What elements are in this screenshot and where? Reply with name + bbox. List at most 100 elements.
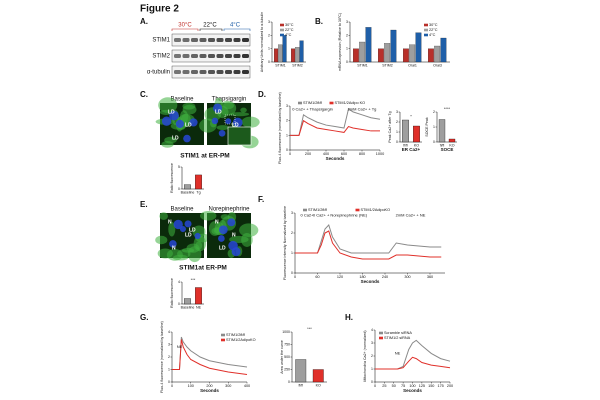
x-tick-label: Baseline [181,190,195,194]
nucleus [194,232,201,240]
y-tick-label: 0 [178,302,180,306]
blot-band [174,38,181,42]
y-tick-label: 3 [346,20,348,24]
x-tick-label: fl/fl [440,143,445,147]
x-axis-label: Seconds [361,279,380,284]
y-tick-label: 250 [284,367,290,371]
bar [438,119,446,143]
x-axis-label: ER Ca2+ [402,147,421,152]
y-tick-label: 3 [291,211,293,215]
y-tick-label: 0 [268,60,270,64]
annotation: 0 Ca2+ + Norepinephrine (NE) [313,212,368,217]
bar [365,27,372,63]
x-tick-label: fl/fl [403,143,408,147]
y-tick-label: 0 [346,60,348,64]
cell-signal [222,102,234,110]
x-tick-label: 175 [437,384,443,388]
x-tick-label: STIM2 [292,63,303,67]
legend-label: 22°C [429,28,438,32]
x-tick-label: STIM1 [357,63,368,67]
line-series [375,356,451,370]
cell-signal [168,221,176,237]
legend-swatch [355,208,360,212]
bar [409,44,416,63]
y-tick-label: 3 [286,104,288,108]
legend-swatch [379,331,383,335]
cell-signal [159,109,173,115]
y-tick-label: 1 [286,133,288,137]
bar [359,41,366,63]
x-tick-label: 25 [382,384,386,388]
y-tick-label: 2 [396,120,398,124]
legend-swatch [221,333,225,337]
cell-signal [159,212,168,220]
y-axis-label: mRNA expression (Relative to 30°C) [338,13,342,71]
annotation: NE [177,344,183,349]
nucleus [175,119,184,128]
x-tick-label: KO [449,143,454,147]
line-series [290,119,380,136]
legend-swatch [280,33,284,37]
x-tick-label: 0 [294,275,296,279]
nucleus [189,118,198,127]
legend-label: 4°C [429,33,436,37]
annotation: *** [307,326,312,331]
x-tick-label: KO [414,143,419,147]
x-tick-label: Orai1 [408,63,417,67]
x-tick-label: NE [196,305,202,309]
blot-band [216,54,224,58]
x-tick-label: STIM2 [382,63,393,67]
annotation: * [410,114,412,119]
temperature: 22°C [203,23,217,29]
cell-signal [157,248,173,259]
y-tick-label: 1 [433,125,435,129]
x-tick-label: 125 [419,384,425,388]
legend-swatch [280,23,284,27]
y-tick-label: 3 [396,110,398,114]
annotation: 2mM Ca2+ + NE [396,212,426,217]
bar [353,48,359,63]
nucleus [218,235,225,242]
blot-band [225,54,232,58]
legend-label: 22°C [285,28,294,32]
panel-label: A. [140,17,148,26]
cell-signal [200,210,217,221]
blot-row-label: STIM2 [152,54,170,60]
x-tick-label: fl/fl [298,383,303,387]
image-mark: N [168,219,172,225]
legend-label: 4°C [285,33,292,37]
y-tick-label: 3 [268,20,270,24]
y-tick-label: 2 [346,33,348,37]
panel-label: G. [140,313,148,322]
y-tick-label: 0 [396,140,398,144]
y-tick-label: 1 [268,47,270,51]
annotation: 0 Ca2+ + Thapsigargin [292,107,333,112]
y-tick-label: 2 [371,354,373,358]
y-axis-label: Fluo-4 fluorescence (normalized by basel… [278,92,282,164]
blot-band [242,38,249,42]
blot-band [216,70,224,74]
y-axis-label: Peak Ca2+ after Tg [388,111,392,142]
y-tick-label: 1000 [282,330,290,334]
blot-band [225,38,232,42]
x-tick-label: 150 [428,384,434,388]
y-tick-label: 0 [291,271,293,275]
x-tick-label: 50 [392,384,396,388]
legend-label: STIM1/2 siRNA [384,336,411,340]
x-tick-label: 60 [315,275,319,279]
image-mark: N [172,245,176,251]
x-tick-label: 120 [337,275,343,279]
x-tick-label: 100 [409,384,415,388]
temperature: 30°C [178,23,192,29]
x-tick-label: STIM1 [275,63,286,67]
bar [295,47,300,63]
bar [299,40,304,63]
y-tick-label: 2 [168,355,170,359]
blot-band [208,54,215,58]
image-mark: LD [232,122,239,128]
nucleus [211,117,219,125]
bar [403,48,409,63]
bar [195,174,202,190]
